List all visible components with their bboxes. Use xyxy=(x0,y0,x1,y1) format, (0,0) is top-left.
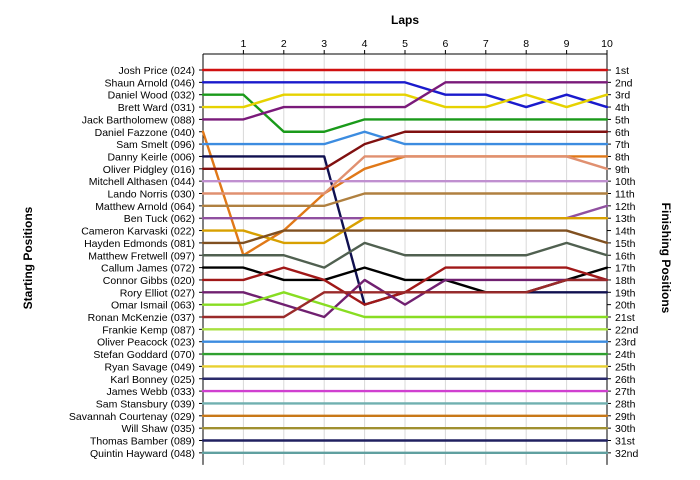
finishing-position-label: 31st xyxy=(615,436,635,448)
starting-position-label: Omar Ismail (063) xyxy=(111,300,195,312)
starting-position-label: Ryan Savage (049) xyxy=(105,361,195,373)
finishing-position-label: 26th xyxy=(615,374,636,386)
series-line xyxy=(201,130,609,171)
series-line xyxy=(201,130,609,146)
lap-tick-label: 6 xyxy=(442,38,448,50)
y-axis-label-left: Starting Positions xyxy=(21,206,35,309)
finishing-position-label: 24th xyxy=(615,349,636,361)
finishing-position-label: 25th xyxy=(615,361,636,373)
starting-position-label: Jack Bartholomew (088) xyxy=(82,114,195,126)
finishing-position-label: 29th xyxy=(615,411,636,423)
finishing-position-label: 3rd xyxy=(615,90,630,102)
starting-position-label: Thomas Bamber (089) xyxy=(90,436,195,448)
series-line xyxy=(201,155,609,195)
finishing-position-label: 8th xyxy=(615,151,630,163)
tick-labels: 1 2 3 4 5 6 7 8 9 10 Josh Price (024)Shaun Arnold … xyxy=(69,38,639,460)
lap-tick-label: 4 xyxy=(362,38,368,50)
finishing-position-label: 15th xyxy=(615,238,636,250)
lap-tick-label: 7 xyxy=(483,38,489,50)
starting-position-label: Brett Ward (031) xyxy=(118,102,195,114)
finishing-position-label: 10th xyxy=(615,176,636,188)
series-line xyxy=(201,229,609,245)
finishing-position-label: 6th xyxy=(615,127,630,139)
finishing-position-label: 5th xyxy=(615,114,630,126)
starting-position-label: Callum James (072) xyxy=(101,263,195,275)
series-line xyxy=(201,81,609,109)
starting-position-label: Mitchell Althasen (044) xyxy=(89,176,195,188)
lap-tick-label: 10 xyxy=(601,38,613,50)
finishing-position-label: 19th xyxy=(615,287,636,299)
starting-position-label: Sam Smelt (096) xyxy=(116,139,195,151)
finishing-position-label: 21st xyxy=(615,312,635,324)
finishing-position-label: 16th xyxy=(615,250,636,262)
lap-tick-label: 1 xyxy=(240,38,246,50)
finishing-position-label: 7th xyxy=(615,139,630,151)
starting-position-label: Daniel Wood (032) xyxy=(108,90,195,102)
starting-position-label: Stefan Goddard (070) xyxy=(93,349,195,361)
finishing-position-label: 27th xyxy=(615,386,636,398)
series-line xyxy=(201,241,609,269)
finishing-position-label: 23rd xyxy=(615,337,636,349)
starting-position-label: Savannah Courtenay (029) xyxy=(69,411,195,423)
finishing-position-label: 17th xyxy=(615,263,636,275)
starting-position-label: Danny Keirle (006) xyxy=(107,151,195,163)
starting-position-label: Sam Stansbury (039) xyxy=(96,398,195,410)
y-axis-label-right: Finishing Positions xyxy=(659,203,673,314)
series-lines xyxy=(201,68,609,455)
starting-position-label: Josh Price (024) xyxy=(119,65,195,77)
axes xyxy=(199,50,611,465)
lap-tick-label: 3 xyxy=(321,38,327,50)
lap-tick-label: 2 xyxy=(281,38,287,50)
lap-tick-label: 8 xyxy=(523,38,529,50)
starting-position-label: Daniel Fazzone (040) xyxy=(95,127,195,139)
series-line xyxy=(201,93,609,109)
chart-title: Laps xyxy=(391,13,419,27)
starting-position-label: James Webb (033) xyxy=(106,386,195,398)
series-line xyxy=(201,278,609,319)
starting-position-label: Oliver Peacock (023) xyxy=(97,337,195,349)
starting-position-label: Shaun Arnold (046) xyxy=(105,77,195,89)
finishing-position-label: 22nd xyxy=(615,324,639,336)
series-line xyxy=(201,93,609,133)
starting-position-label: Oliver Pidgley (016) xyxy=(103,164,195,176)
finishing-position-label: 14th xyxy=(615,226,636,238)
finishing-position-label: 11th xyxy=(615,189,635,201)
finishing-position-label: 2nd xyxy=(615,77,633,89)
starting-position-label: Cameron Karvaski (022) xyxy=(81,226,195,238)
series-line xyxy=(201,291,609,319)
starting-position-label: Ronan McKenzie (037) xyxy=(88,312,195,324)
finishing-position-label: 18th xyxy=(615,275,636,287)
starting-position-label: Will Shaw (035) xyxy=(121,423,195,435)
starting-position-label: Matthew Fretwell (097) xyxy=(88,250,195,262)
finishing-position-label: 32nd xyxy=(615,448,639,460)
starting-position-label: Lando Norris (030) xyxy=(107,189,195,201)
finishing-position-label: 12th xyxy=(615,201,636,213)
starting-position-label: Connor Gibbs (020) xyxy=(103,275,195,287)
finishing-position-label: 28th xyxy=(615,398,636,410)
finishing-position-label: 13th xyxy=(615,213,636,225)
finishing-position-label: 4th xyxy=(615,102,630,114)
starting-position-label: Rory Elliot (027) xyxy=(120,287,195,299)
finishing-position-label: 1st xyxy=(615,65,629,77)
series-line xyxy=(201,81,609,121)
lap-tick-label: 5 xyxy=(402,38,408,50)
finishing-position-label: 9th xyxy=(615,164,630,176)
starting-position-label: Matthew Arnold (064) xyxy=(95,201,195,213)
finishing-position-label: 20th xyxy=(615,300,636,312)
starting-position-label: Quintin Hayward (048) xyxy=(90,448,195,460)
starting-position-label: Karl Bonney (025) xyxy=(110,374,195,386)
starting-position-label: Frankie Kemp (087) xyxy=(102,324,195,336)
starting-position-label: Ben Tuck (062) xyxy=(124,213,195,225)
lap-tick-label: 9 xyxy=(564,38,570,50)
series-line xyxy=(201,192,609,208)
finishing-position-label: 30th xyxy=(615,423,636,435)
series-line xyxy=(201,216,609,245)
starting-position-label: Hayden Edmonds (081) xyxy=(84,238,195,250)
series-line xyxy=(201,278,609,319)
